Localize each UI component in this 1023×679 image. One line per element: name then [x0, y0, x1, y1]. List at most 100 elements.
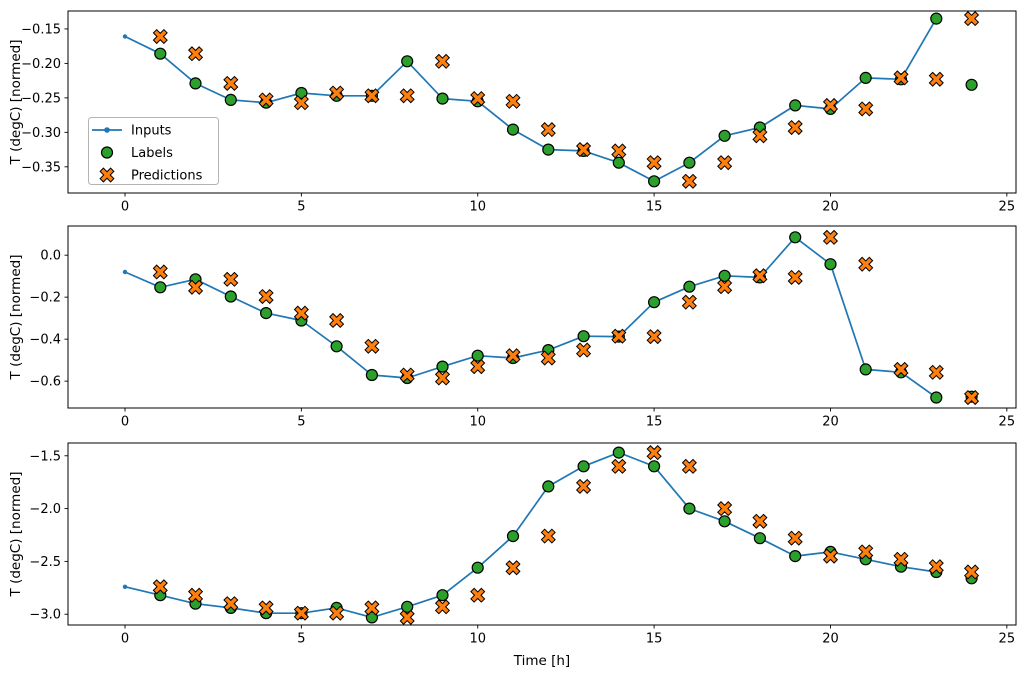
prediction-marker: [152, 28, 168, 45]
legend-inputs-dot-icon: [104, 127, 110, 133]
x-tick-label: 25: [999, 415, 1016, 430]
label-marker: [471, 349, 484, 362]
prediction-marker: [717, 155, 733, 171]
x-tick-label: 15: [646, 415, 663, 430]
y-tick-label: 0.0: [40, 249, 61, 264]
prediction-marker: [258, 92, 274, 108]
prediction-marker: [434, 53, 451, 69]
label-marker: [683, 280, 696, 293]
prediction-marker: [646, 329, 662, 345]
label-marker: [436, 92, 449, 105]
label-marker: [789, 549, 802, 563]
label-marker: [612, 446, 625, 459]
y-tick-label: −0.30: [21, 126, 61, 141]
prediction-marker: [434, 370, 451, 386]
label-marker: [683, 502, 696, 515]
x-tick-label: 5: [297, 415, 305, 430]
prediction-marker: [258, 288, 274, 305]
label-marker: [647, 296, 661, 309]
prediction-marker: [822, 229, 839, 245]
x-tick-label: 15: [646, 632, 663, 647]
y-tick-label: −2.5: [29, 555, 61, 570]
inputs-line: [124, 18, 938, 183]
y-axis-label: T (degC) [normed]: [8, 255, 24, 381]
label-marker: [330, 340, 343, 353]
x-tick-label: 0: [121, 200, 129, 215]
subplot-2: 0 5 10 15 20 25 0.0 −0.2 −0.4 −0.6 T (degC) [norme…: [8, 225, 1017, 430]
label-marker: [930, 391, 943, 404]
y-tick-label: −0.2: [29, 291, 61, 306]
legend-label-inputs: Inputs: [131, 124, 172, 139]
y-tick-label: −0.35: [21, 160, 61, 175]
label-marker: [189, 77, 202, 90]
prediction-marker: [963, 389, 980, 406]
label-marker: [718, 515, 731, 528]
prediction-marker: [611, 143, 627, 159]
prediction-marker: [681, 458, 697, 474]
label-marker: [401, 55, 414, 68]
label-marker: [859, 363, 872, 376]
prediction-marker: [611, 328, 627, 344]
prediction-marker: [822, 548, 839, 564]
label-marker: [295, 86, 308, 100]
x-axis-label: Time [h]: [513, 653, 570, 669]
prediction-marker: [505, 348, 521, 364]
prediction-marker: [575, 142, 592, 158]
prediction-marker: [187, 279, 204, 295]
axes-frame: [67, 10, 1017, 194]
x-tick-label: 10: [469, 200, 486, 215]
prediction-marker: [399, 367, 415, 383]
y-axis-label: T (degC) [normed]: [8, 472, 24, 598]
label-marker: [683, 156, 696, 169]
label-marker: [647, 460, 661, 473]
label-marker: [789, 99, 802, 112]
prediction-marker: [505, 93, 521, 109]
prediction-marker: [646, 155, 662, 171]
prediction-marker: [399, 88, 415, 104]
prediction-marker: [223, 596, 239, 612]
x-tick-label: 10: [469, 632, 486, 647]
prediction-marker: [470, 90, 486, 107]
axes-frame: [67, 225, 1017, 409]
prediction-marker: [329, 312, 345, 329]
prediction-marker: [611, 458, 627, 474]
prediction-marker: [293, 95, 309, 111]
prediction-marker: [364, 338, 380, 354]
axes-frame: [67, 442, 1017, 626]
prediction-marker: [434, 599, 451, 615]
label-marker: [224, 93, 237, 107]
prediction-marker: [928, 71, 944, 87]
label-marker: [506, 123, 520, 136]
label-marker: [542, 480, 555, 493]
input-point: [122, 584, 128, 589]
label-marker: [647, 175, 661, 188]
prediction-marker: [364, 600, 380, 616]
prediction-marker: [787, 269, 803, 285]
y-tick-label: −0.20: [21, 57, 61, 72]
x-tick-label: 20: [822, 632, 839, 647]
label-marker: [859, 71, 872, 85]
x-tick-label: 20: [822, 200, 839, 215]
prediction-marker: [223, 271, 239, 287]
legend-box: [88, 117, 219, 185]
prediction-marker: [399, 609, 415, 625]
prediction-marker: [717, 279, 733, 295]
x-tick-label: 5: [297, 200, 305, 215]
prediction-marker: [681, 294, 697, 310]
prediction-marker: [540, 122, 556, 138]
label-marker: [436, 589, 449, 602]
prediction-marker: [787, 119, 803, 136]
x-tick-label: 25: [999, 200, 1016, 215]
label-marker: [753, 532, 767, 545]
label-marker: [789, 231, 802, 244]
x-tick-label: 25: [999, 632, 1016, 647]
label-marker: [577, 460, 590, 473]
subplot-1: 0 5 10 15 20 25 −0.15 −0.20 −0.25 −0.30 −0.35T (de…: [8, 10, 1017, 215]
prediction-marker: [329, 85, 345, 101]
prediction-marker: [893, 551, 909, 567]
x-tick-label: 20: [822, 415, 839, 430]
prediction-marker: [329, 605, 345, 621]
prediction-marker: [575, 478, 592, 494]
label-marker: [154, 47, 167, 60]
